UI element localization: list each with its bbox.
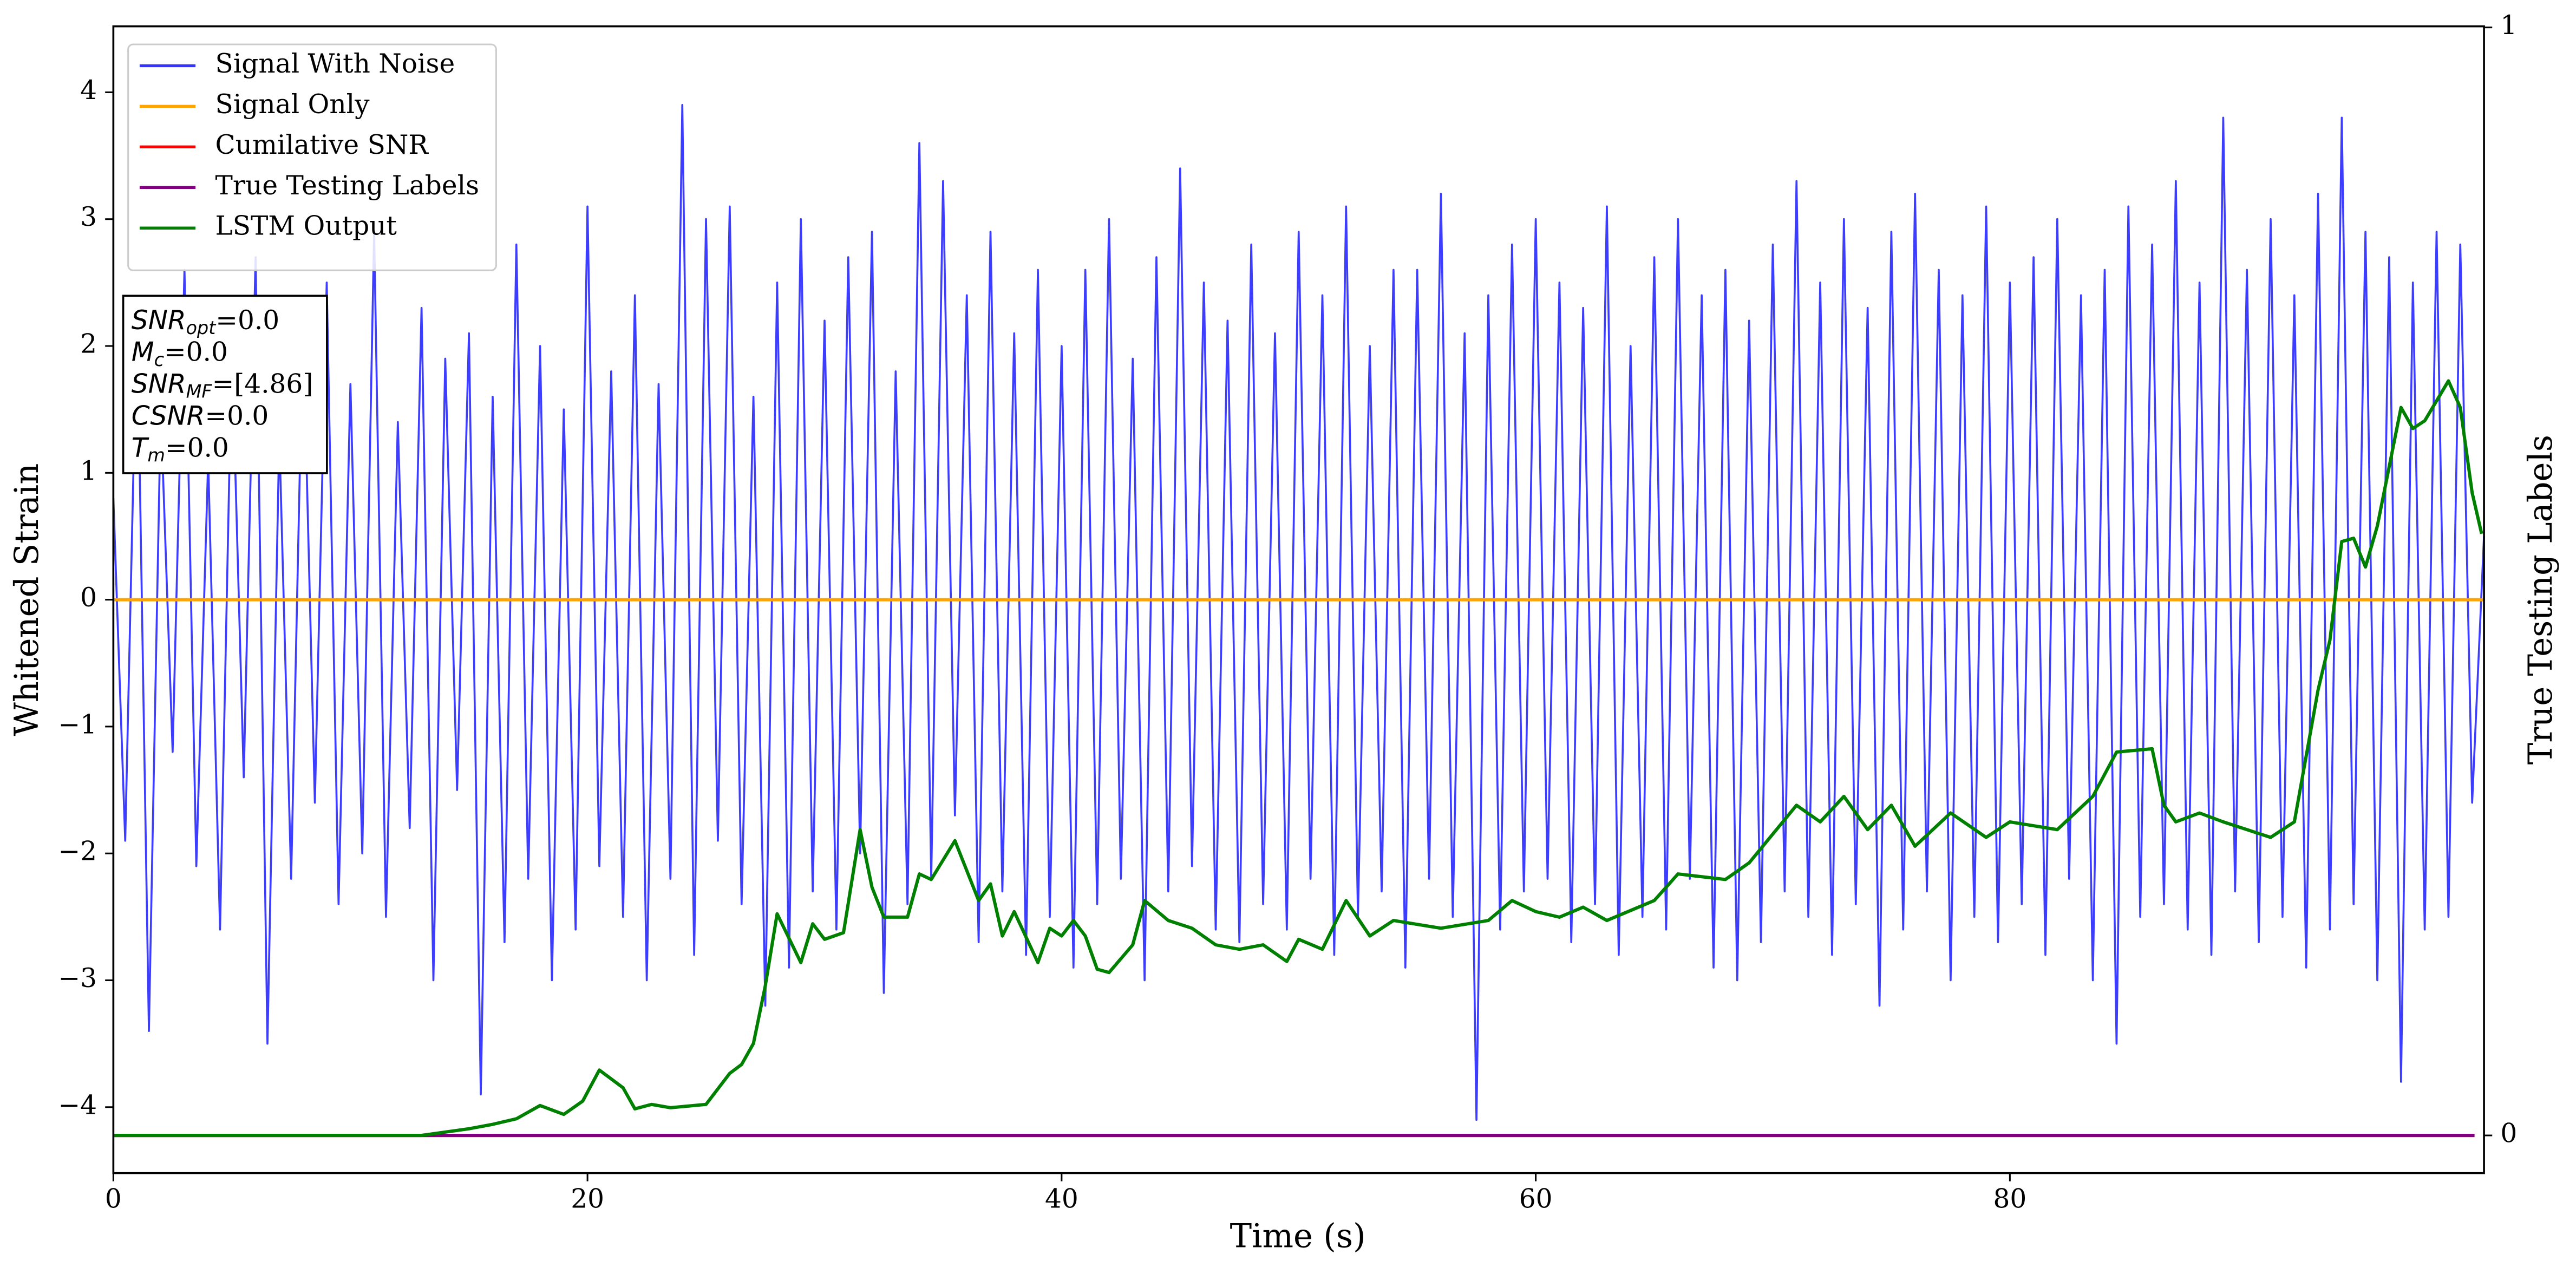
stats-line: CSNR=0.0 <box>132 401 269 432</box>
stats-box-frame <box>122 295 328 474</box>
plot-area <box>112 104 2485 1138</box>
stats-symbol: T <box>132 433 149 463</box>
y-tick-label: −4 <box>58 1090 97 1120</box>
stats-symbol: M <box>132 337 154 368</box>
stats-subscript: m <box>147 445 165 466</box>
y-tick-label: −3 <box>58 963 97 994</box>
stats-value: =[4.86] <box>212 369 313 399</box>
stats-line: Mc=0.0 <box>132 337 228 370</box>
x-tick-label: 40 <box>1045 1184 1078 1214</box>
y2-axis-label: True Testing Labels <box>2522 435 2560 765</box>
x-tick-label: 0 <box>105 1184 122 1214</box>
y-tick-label: 3 <box>80 202 97 232</box>
legend-label: Cumilative SNR <box>215 130 429 160</box>
x-tick-label: 20 <box>571 1184 604 1214</box>
legend-label: Signal With Noise <box>215 49 455 79</box>
legend: Signal With Noise Signal Only Cumilative S… <box>127 43 497 271</box>
legend-label: True Testing Labels <box>215 171 480 201</box>
stats-line: Tm=0.0 <box>132 433 229 466</box>
stats-line: SNRMF=[4.86] <box>132 369 313 402</box>
stats-value: =0.0 <box>205 401 269 431</box>
y-tick-label: 1 <box>80 456 97 486</box>
stats-value: =0.0 <box>215 305 279 335</box>
y-tick-label: −2 <box>58 837 97 867</box>
y-tick-label: −1 <box>58 709 97 740</box>
stats-line: SNRopt=0.0 <box>132 305 279 338</box>
x-tick-label: 80 <box>1993 1184 2026 1214</box>
legend-label: Signal Only <box>215 89 370 120</box>
stats-subscript: opt <box>186 317 217 338</box>
x-tick-label: 60 <box>1519 1184 1553 1214</box>
y-tick-label: 0 <box>80 583 97 613</box>
stats-box: SNRopt=0.0Mc=0.0SNRMF=[4.86]CSNR=0.0Tm=0… <box>122 295 328 474</box>
y-tick-label: 4 <box>80 75 97 106</box>
stats-value: =0.0 <box>165 433 229 463</box>
stats-subscript: MF <box>186 381 213 402</box>
legend-label: LSTM Output <box>215 211 397 241</box>
y2-tick-label: 0 <box>2500 1119 2517 1149</box>
y-tick-label: 2 <box>80 329 97 360</box>
stats-value: =0.0 <box>164 337 228 367</box>
y2-tick-label: 1 <box>2500 10 2517 41</box>
series-line <box>113 379 2483 1138</box>
stats-symbol: CSNR <box>132 401 205 431</box>
stats-symbol: SNR <box>132 369 186 400</box>
series-line <box>112 104 2485 1121</box>
x-axis-label: Time (s) <box>1230 1218 1366 1256</box>
legend-box <box>127 43 497 271</box>
y-axis-label: Whitened Strain <box>8 463 46 736</box>
stats-subscript: c <box>154 349 164 370</box>
stats-symbol: SNR <box>132 305 186 336</box>
